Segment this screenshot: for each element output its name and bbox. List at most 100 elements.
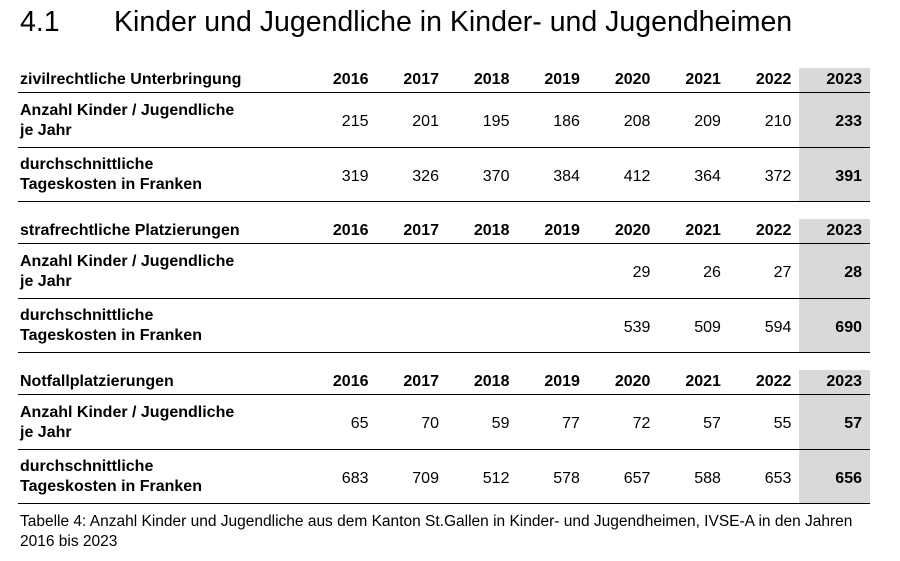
table-cell: 77 [517,394,588,450]
year-header: 2022 [728,370,800,395]
table-cell: 208 [587,92,659,148]
row-label: Anzahl Kinder / Jugendliche je Jahr [18,243,307,299]
table-row: Anzahl Kinder / Jugendliche je Jahr 65 70… [18,394,870,450]
table-cell-highlighted: 233 [799,92,870,148]
table-cell: 509 [658,298,729,353]
section-title: Kinder und Jugendliche in Kinder- und Ju… [114,6,793,38]
table-cell: 370 [446,147,518,202]
year-header: 2017 [376,68,447,93]
row-label: durchschnittliche Tageskosten in Franken [18,298,307,353]
table-cell [446,243,518,299]
row-label: durchschnittliche Tageskosten in Franken [18,449,307,504]
row-label: Anzahl Kinder / Jugendliche je Jahr [18,394,307,450]
year-header: 2022 [728,219,800,244]
table-cell: 186 [517,92,588,148]
row-label-line: Anzahl Kinder / Jugendliche [20,403,235,421]
row-label-line: durchschnittliche [20,156,154,173]
table-row: durchschnittliche Tageskosten in Franken … [18,298,870,353]
table-cell: 27 [728,243,800,299]
section-title: strafrechtliche Platzierungen [18,219,307,244]
table-strafrechtliche-platzierungen: strafrechtliche Platzierungen 2016 2017 … [18,219,870,353]
table-caption: Tabelle 4: Anzahl Kinder und Jugendliche… [20,513,853,550]
table-row: durchschnittliche Tageskosten in Franken … [18,147,870,202]
year-header: 2021 [658,219,729,244]
row-label-line: Tageskosten in Franken [20,327,202,344]
table-notfallplatzierungen: Notfallplatzierungen 2016 2017 2018 2019… [18,370,870,504]
year-header: 2019 [517,370,588,395]
table-cell: 65 [306,394,377,450]
table-cell [306,298,377,353]
year-header: 2016 [306,370,377,395]
table-cell: 512 [446,449,518,504]
table-cell: 326 [376,147,447,202]
table-cell: 26 [658,243,729,299]
table-zivilrechtliche-unterbringung: zivilrechtliche Unterbringung 2016 2017 … [18,68,870,202]
table-cell: 215 [306,92,377,148]
table-cell: 372 [728,147,800,202]
table-cell [517,298,588,353]
table-cell: 72 [587,394,659,450]
year-header: 2017 [376,370,447,395]
table-cell: 594 [728,298,800,353]
table-cell: 384 [517,147,588,202]
row-label-line: Anzahl Kinder / Jugendliche [20,252,235,270]
table-cell: 539 [587,298,659,353]
row-label-line: je Jahr [20,272,72,290]
table-cell: 210 [728,92,800,148]
year-header: 2020 [587,219,659,244]
year-header: 2019 [517,68,588,93]
section-title: Notfallplatzierungen [18,370,307,395]
year-header: 2016 [306,219,377,244]
table-cell: 70 [376,394,447,450]
table-cell: 57 [658,394,729,450]
table-cell: 364 [658,147,729,202]
table-header-row: strafrechtliche Platzierungen 2016 2017 … [18,219,870,244]
table-cell [446,298,518,353]
section-number: 4.1 [20,6,60,38]
year-header: 2019 [517,219,588,244]
table-cell: 709 [376,449,447,504]
section-heading: 4.1 Kinder und Jugendliche in Kinder- und… [20,6,792,39]
table-cell-highlighted: 28 [799,243,870,299]
table-cell-highlighted: 656 [799,449,870,504]
row-label-line: durchschnittliche [20,307,154,324]
table-cell [376,298,447,353]
table-cell [306,243,377,299]
table-cell-highlighted: 391 [799,147,870,202]
table-cell: 657 [587,449,659,504]
row-label-line: je Jahr [20,121,72,139]
table-cell [517,243,588,299]
table-cell: 578 [517,449,588,504]
row-label-line: Tageskosten in Franken [20,176,202,193]
row-label-line: Anzahl Kinder / Jugendliche [20,101,235,119]
table-header-row: zivilrechtliche Unterbringung 2016 2017 … [18,68,870,93]
year-header: 2022 [728,68,800,93]
row-label-line: je Jahr [20,423,72,441]
year-header-highlighted: 2023 [799,370,870,395]
row-label: Anzahl Kinder / Jugendliche je Jahr [18,92,307,148]
table-cell: 59 [446,394,518,450]
table-cell: 29 [587,243,659,299]
year-header: 2018 [446,219,518,244]
table-cell: 201 [376,92,447,148]
table-row: durchschnittliche Tageskosten in Franken … [18,449,870,504]
year-header-highlighted: 2023 [799,68,870,93]
table-cell: 55 [728,394,800,450]
year-header: 2018 [446,370,518,395]
table-cell: 412 [587,147,659,202]
table-header-row: Notfallplatzierungen 2016 2017 2018 2019… [18,370,870,395]
table-cell: 209 [658,92,729,148]
table-cell: 653 [728,449,800,504]
year-header: 2016 [306,68,377,93]
table-cell: 195 [446,92,518,148]
table-cell: 683 [306,449,377,504]
table-row: Anzahl Kinder / Jugendliche je Jahr 29 26… [18,243,870,299]
table-cell [376,243,447,299]
section-title: zivilrechtliche Unterbringung [18,68,307,93]
year-header: 2021 [658,68,729,93]
row-label-line: durchschnittliche [20,458,154,475]
table-cell-highlighted: 690 [799,298,870,353]
year-header-highlighted: 2023 [799,219,870,244]
year-header: 2017 [376,219,447,244]
